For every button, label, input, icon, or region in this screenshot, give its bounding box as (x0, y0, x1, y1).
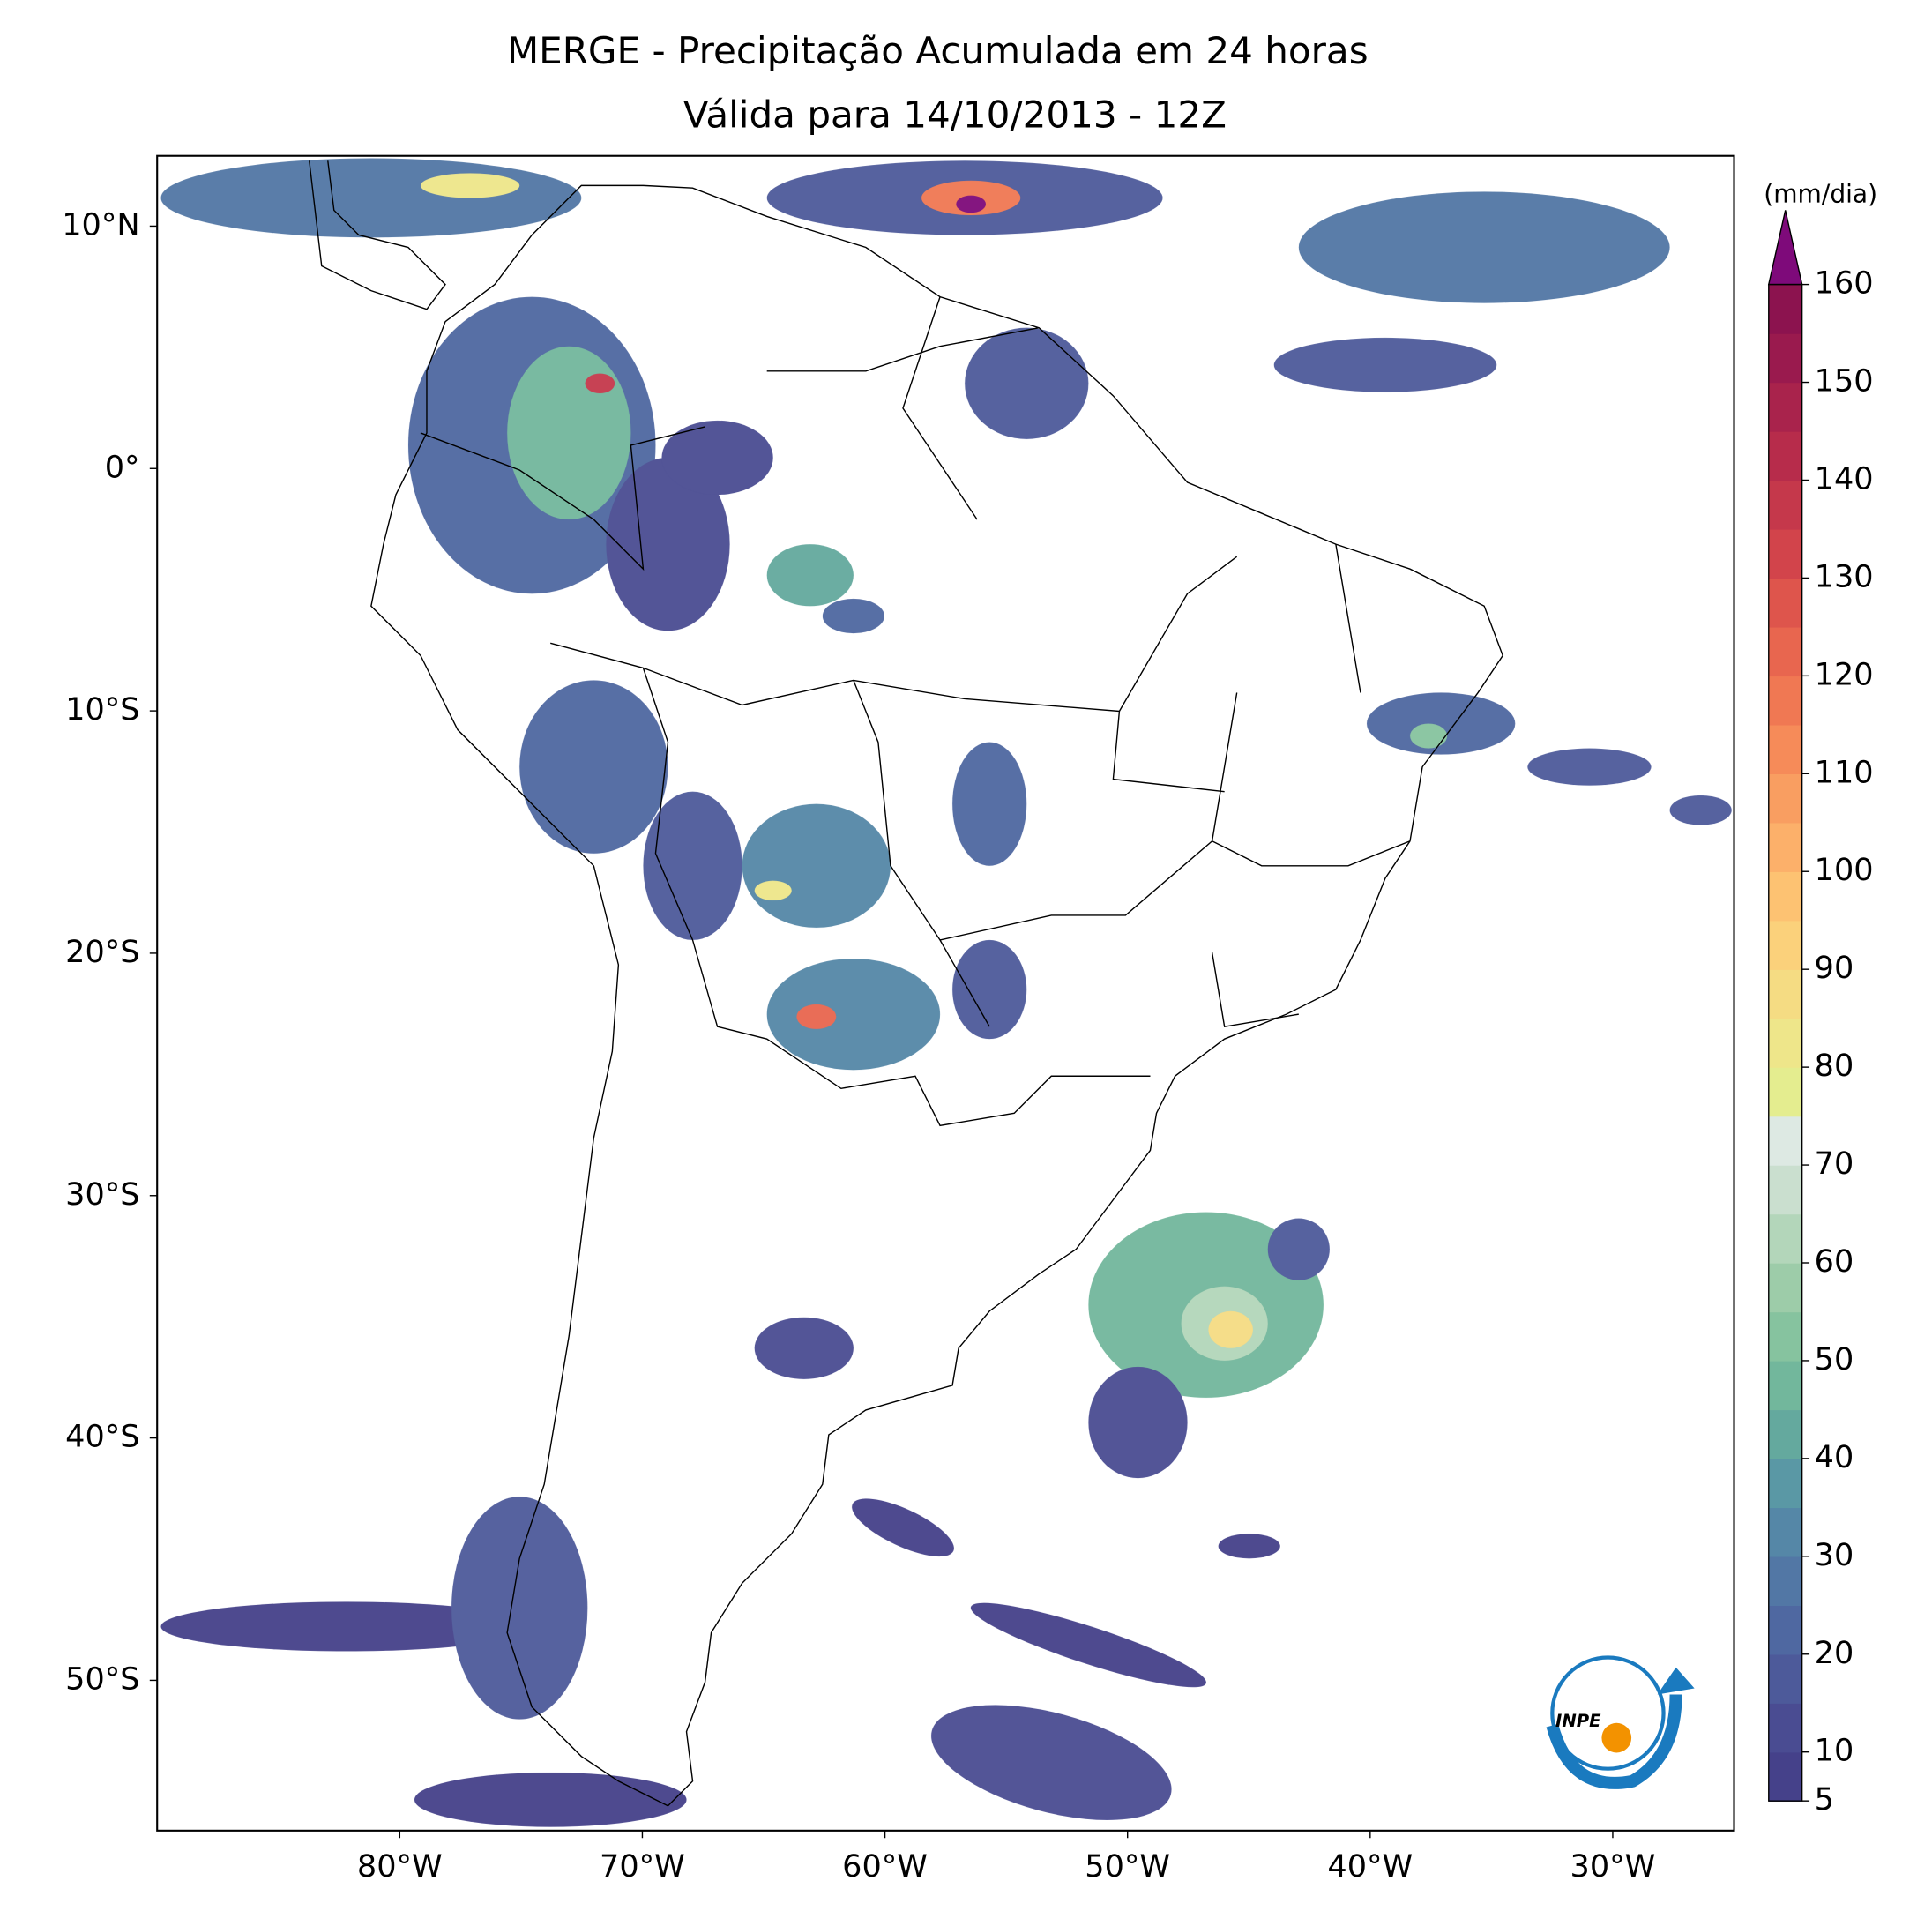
y-tick-label: 20°S (65, 934, 139, 970)
x-tick-label: 50°W (1085, 1848, 1170, 1885)
logo-sun (1601, 1722, 1632, 1753)
x-tick-label: 30°W (1570, 1848, 1656, 1885)
colorbar-band (1768, 1653, 1802, 1704)
logo-ring (1550, 1655, 1666, 1771)
colorbar-frame (1768, 283, 1803, 1802)
coastline (370, 184, 1504, 1807)
colorbar-band (1768, 1409, 1802, 1459)
chart-subtitle: Válida para 14/10/2013 - 12Z (683, 93, 1227, 137)
y-tick-label: 10°N (62, 206, 139, 243)
colorbar-tick-label: 60 (1815, 1243, 1854, 1280)
colorbar-tick-label: 160 (1815, 265, 1874, 302)
colorbar-band (1768, 1360, 1802, 1411)
colorbar-band (1768, 1018, 1802, 1068)
colorbar-band (1768, 676, 1802, 726)
colorbar-band (1768, 626, 1802, 677)
colorbar-tick-label: 5 (1815, 1781, 1834, 1818)
colorbar-tick-label: 140 (1815, 460, 1874, 496)
chart-title: MERGE - Precipitação Acumulada em 24 hor… (507, 29, 1369, 72)
colorbar-band (1768, 969, 1802, 1019)
colorbar-band (1768, 333, 1802, 384)
colorbar-band (1768, 1116, 1802, 1166)
colorbar-tick-label: 70 (1815, 1146, 1854, 1182)
colorbar-band (1768, 1213, 1802, 1264)
borders (420, 296, 1411, 1127)
colorbar-tick-label: 50 (1815, 1341, 1854, 1377)
colorbar-band (1768, 1703, 1802, 1753)
y-tick-label: 50°S (65, 1661, 139, 1697)
colorbar-band (1768, 920, 1802, 970)
colorbar-tick-label: 20 (1815, 1635, 1854, 1671)
colorbar-tick-label: 110 (1815, 754, 1874, 790)
colorbar-tick-label: 120 (1815, 656, 1874, 692)
colorbar-band (1768, 1311, 1802, 1362)
colorbar-label: (mm/dia) (1764, 180, 1877, 209)
map-area: INPE (156, 154, 1735, 1832)
colorbar-tick-label: 150 (1815, 363, 1874, 399)
colorbar-band (1768, 431, 1802, 481)
x-tick-label: 80°W (357, 1848, 443, 1885)
y-tick-label: 30°S (65, 1176, 139, 1213)
inpe-logo: INPE (1546, 1655, 1695, 1789)
colorbar-tick-label: 40 (1815, 1439, 1854, 1475)
colorbar-band (1768, 1067, 1802, 1117)
colorbar-band (1768, 1458, 1802, 1509)
colorbar-band (1768, 528, 1802, 579)
colorbar-tick-label: 100 (1815, 852, 1874, 888)
precipitation-field (160, 158, 1732, 1827)
x-tick-label: 40°W (1327, 1848, 1413, 1885)
colorbar-band (1768, 382, 1802, 432)
map-frame (156, 154, 1735, 1832)
x-tick-label: 60°W (842, 1848, 928, 1885)
x-tick-label: 70°W (600, 1848, 685, 1885)
colorbar-band (1768, 1262, 1802, 1313)
colorbar-band (1768, 1751, 1802, 1802)
logo-text: INPE (1555, 1711, 1601, 1731)
logo-arrow (1657, 1667, 1695, 1695)
colorbar-tick-label: 10 (1815, 1733, 1854, 1769)
colorbar-band (1768, 1605, 1802, 1655)
colorbar-band (1768, 773, 1802, 824)
colorbar-tick-label: 130 (1815, 558, 1874, 594)
logo-arc (1546, 1694, 1682, 1789)
y-tick-label: 10°S (65, 691, 139, 728)
central-america (309, 160, 446, 310)
y-tick-label: 0° (105, 449, 140, 485)
colorbar-band (1768, 1165, 1802, 1215)
colorbar-tick-label: 90 (1815, 950, 1854, 986)
colorbar-band (1768, 724, 1802, 774)
colorbar-tick-label: 80 (1815, 1048, 1854, 1084)
colorbar-band (1768, 822, 1802, 872)
map-frame-bg (157, 155, 1734, 1831)
y-tick-label: 40°S (65, 1419, 139, 1455)
colorbar-band (1768, 578, 1802, 628)
colorbar-band (1768, 284, 1802, 334)
colorbar-band (1768, 1556, 1802, 1606)
colorbar-band (1768, 480, 1802, 530)
colorbar-band (1768, 1507, 1802, 1557)
colorbar-extend (1767, 210, 1803, 286)
colorbar-tick-label: 30 (1815, 1537, 1854, 1573)
colorbar-band (1768, 871, 1802, 922)
